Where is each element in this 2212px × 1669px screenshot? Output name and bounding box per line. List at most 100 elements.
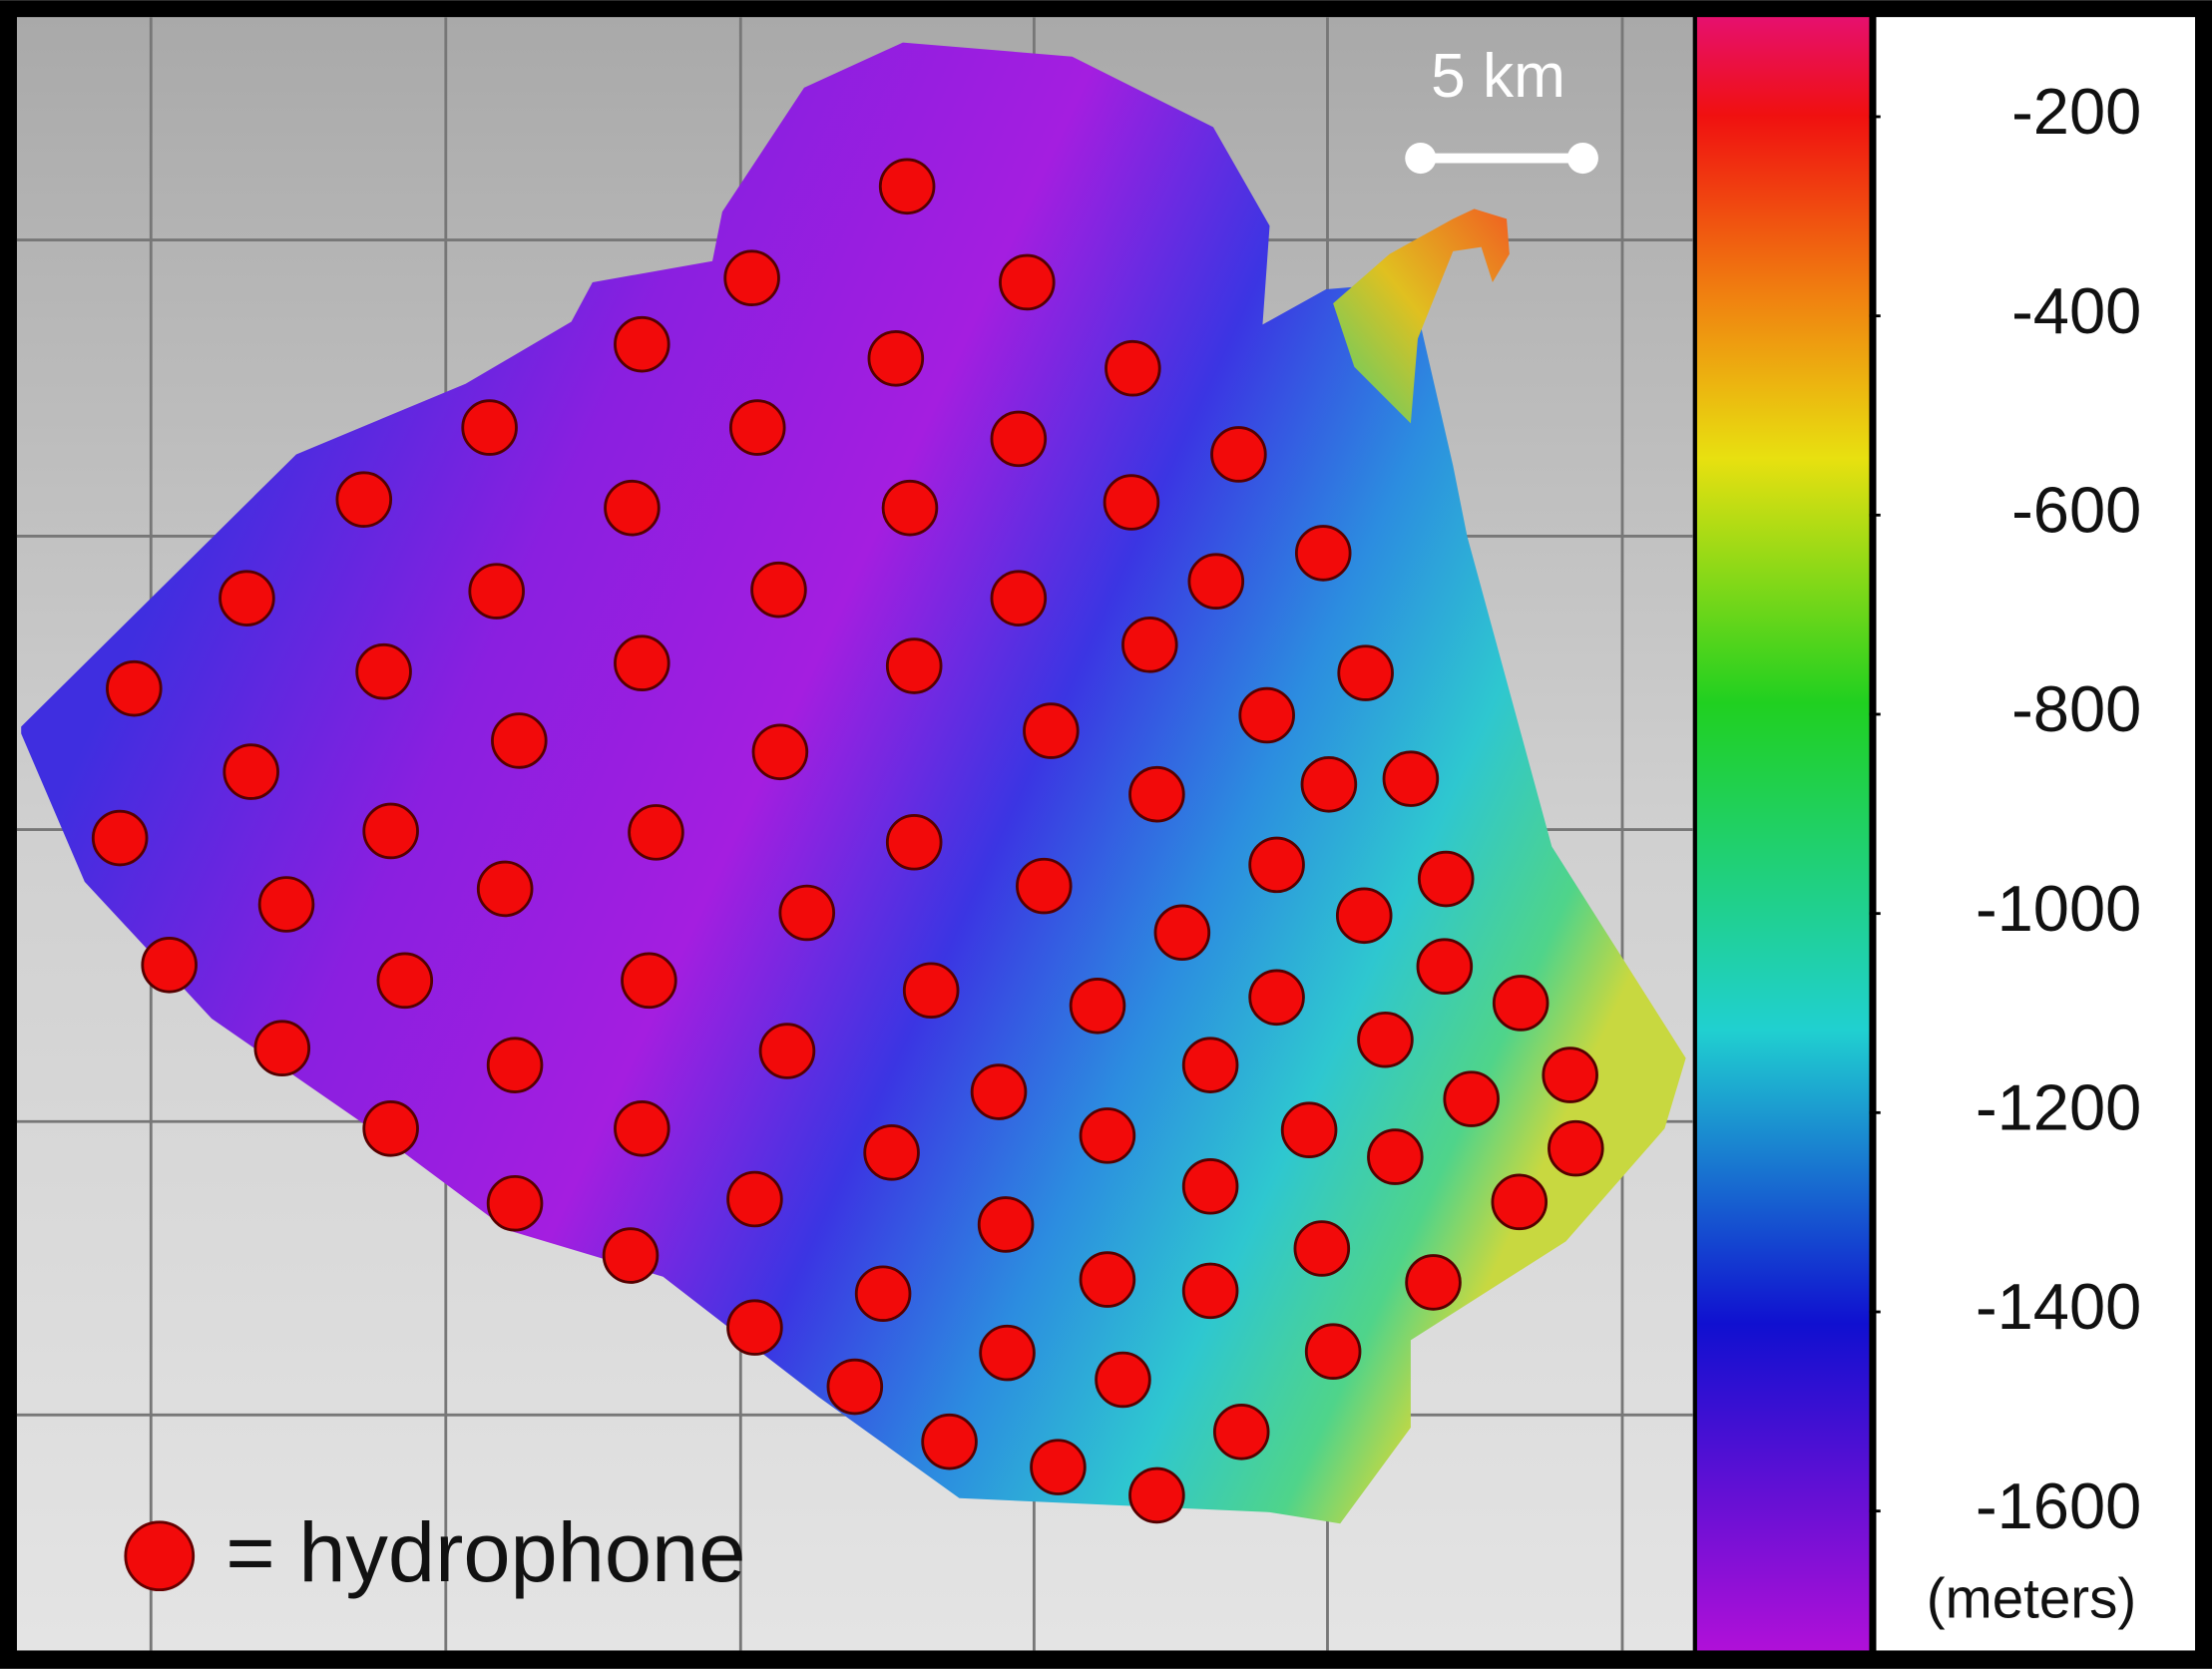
hydrophone-marker bbox=[1417, 850, 1475, 908]
hydrophone-marker bbox=[476, 860, 534, 918]
hydrophone-marker bbox=[878, 158, 936, 215]
hydrophone-marker bbox=[1079, 1251, 1136, 1308]
colorbar-tick-label: -600 bbox=[2011, 473, 2141, 546]
hydrophone-marker bbox=[990, 570, 1048, 626]
colorbar-label-panel bbox=[1876, 17, 2196, 1651]
hydrophone-marker bbox=[1382, 750, 1440, 807]
hydrophone-marker bbox=[990, 410, 1048, 468]
hydrophone-marker bbox=[355, 642, 412, 700]
hydrophone-marker bbox=[977, 1196, 1035, 1253]
hydrophone-marker bbox=[91, 809, 149, 867]
hydrophone-marker bbox=[1103, 474, 1160, 531]
hydrophone-marker bbox=[1181, 1037, 1239, 1093]
hydrophone-marker bbox=[1187, 553, 1245, 610]
colorbar-tick-label: -400 bbox=[2011, 274, 2141, 347]
hydrophone-marker bbox=[723, 249, 780, 306]
legend-marker bbox=[124, 1520, 196, 1592]
hydrophone-marker bbox=[1357, 1011, 1414, 1068]
hydrophone-marker bbox=[970, 1063, 1028, 1120]
hydrophone-marker bbox=[885, 637, 943, 694]
hydrophone-marker bbox=[1238, 686, 1295, 744]
hydrophone-marker bbox=[614, 315, 670, 373]
hydrophone-marker bbox=[921, 1413, 978, 1470]
hydrophone-marker bbox=[867, 330, 925, 387]
colorbar-tick-label: -1200 bbox=[1976, 1071, 2141, 1144]
hydrophone-marker bbox=[335, 471, 393, 528]
canyon-arm bbox=[1333, 209, 1510, 424]
hydrophone-marker bbox=[1443, 1070, 1500, 1127]
scale-bar-label: 5 km bbox=[1431, 42, 1565, 111]
colorbar-ticks: -200 -400 -600 -800 -1000 -1200 -1400 -1600 bbox=[1869, 75, 2141, 1542]
hydrophone-marker bbox=[461, 399, 518, 456]
hydrophone-marker bbox=[376, 952, 434, 1010]
hydrophone-marker bbox=[979, 1324, 1036, 1382]
hydrophone-marker bbox=[728, 399, 786, 456]
hydrophone-marker bbox=[1105, 339, 1161, 397]
hydrophone-marker bbox=[826, 1358, 884, 1416]
hydrophone-marker bbox=[141, 937, 198, 994]
hydrophone-marker bbox=[1294, 525, 1352, 582]
colorbar-tick-label: -1600 bbox=[1976, 1469, 2141, 1542]
hydrophone-marker bbox=[362, 1100, 419, 1157]
hydrophone-marker bbox=[881, 479, 939, 537]
legend-label: = hydrophone bbox=[225, 1504, 745, 1599]
hydrophone-marker bbox=[1492, 975, 1549, 1032]
hydrophone-marker bbox=[1304, 1323, 1362, 1380]
hydrophone-marker bbox=[621, 952, 677, 1010]
hydrophone-marker bbox=[758, 1023, 816, 1079]
hydrophone-marker bbox=[1548, 1119, 1604, 1177]
hydrophone-marker bbox=[1030, 1439, 1087, 1495]
hydrophone-marker bbox=[1248, 836, 1305, 894]
hydrophone-marker bbox=[1079, 1107, 1136, 1164]
hydrophone-marker bbox=[1153, 904, 1211, 962]
hydrophone-marker bbox=[1248, 969, 1305, 1027]
hydrophone-marker bbox=[885, 813, 943, 871]
hydrophone-marker bbox=[486, 1037, 544, 1093]
hydrophone-marker bbox=[778, 884, 836, 942]
hydrophone-marker bbox=[1095, 1351, 1151, 1409]
hydrophone-marker bbox=[1069, 978, 1126, 1035]
colorbar-tick-label: -200 bbox=[2011, 75, 2141, 148]
hydrophone-marker bbox=[1405, 1254, 1462, 1311]
hydrophone-marker bbox=[614, 1100, 670, 1157]
scale-bar bbox=[1405, 142, 1598, 175]
bathymetry bbox=[21, 42, 1686, 1524]
hydrophone-marker bbox=[1300, 756, 1358, 813]
colorbar bbox=[1696, 17, 1870, 1651]
hydrophone-marker bbox=[1542, 1046, 1598, 1103]
hydrophone-marker bbox=[863, 1124, 920, 1181]
hydrophone-marker bbox=[1416, 938, 1474, 995]
hydrophone-marker bbox=[1367, 1128, 1424, 1185]
hydrophone-marker bbox=[468, 563, 525, 620]
hydrophone-marker bbox=[486, 1174, 544, 1232]
hydrophone-marker bbox=[1280, 1101, 1338, 1158]
hydrophone-marker bbox=[1121, 617, 1178, 673]
hydrophone-marker bbox=[1337, 644, 1394, 701]
hydrophone-marker bbox=[1335, 887, 1393, 945]
hydrophone-marker bbox=[628, 804, 684, 861]
colorbar-tick-label: -800 bbox=[2011, 672, 2141, 745]
colorbar-tick-label: -1400 bbox=[1976, 1270, 2141, 1343]
hydrophone-marker bbox=[362, 802, 419, 860]
hydrophone-marker bbox=[614, 634, 670, 691]
hydrophone-marker bbox=[106, 659, 163, 717]
hydrophone-marker bbox=[222, 743, 279, 800]
hydrophone-marker bbox=[602, 1227, 660, 1284]
hydrophone-marker bbox=[999, 253, 1056, 311]
hydrophone-marker bbox=[726, 1170, 783, 1228]
hydrophone-marker bbox=[854, 1265, 912, 1323]
hydrophone-marker bbox=[604, 479, 661, 537]
colorbar-unit: (meters) bbox=[1927, 1566, 2136, 1629]
hydrophone-marker bbox=[902, 962, 960, 1020]
hydrophone-marker bbox=[1210, 426, 1267, 483]
hydrophone-marker bbox=[726, 1299, 783, 1356]
hydrophone-marker bbox=[219, 570, 275, 626]
hydrophone-marker bbox=[1128, 1466, 1185, 1524]
hydrophone-marker bbox=[491, 712, 548, 769]
hydrophone-marker bbox=[1016, 857, 1073, 915]
hydrophone-marker bbox=[257, 876, 315, 933]
hydrophone-marker bbox=[750, 561, 807, 619]
hydrophone-marker bbox=[1491, 1173, 1548, 1231]
